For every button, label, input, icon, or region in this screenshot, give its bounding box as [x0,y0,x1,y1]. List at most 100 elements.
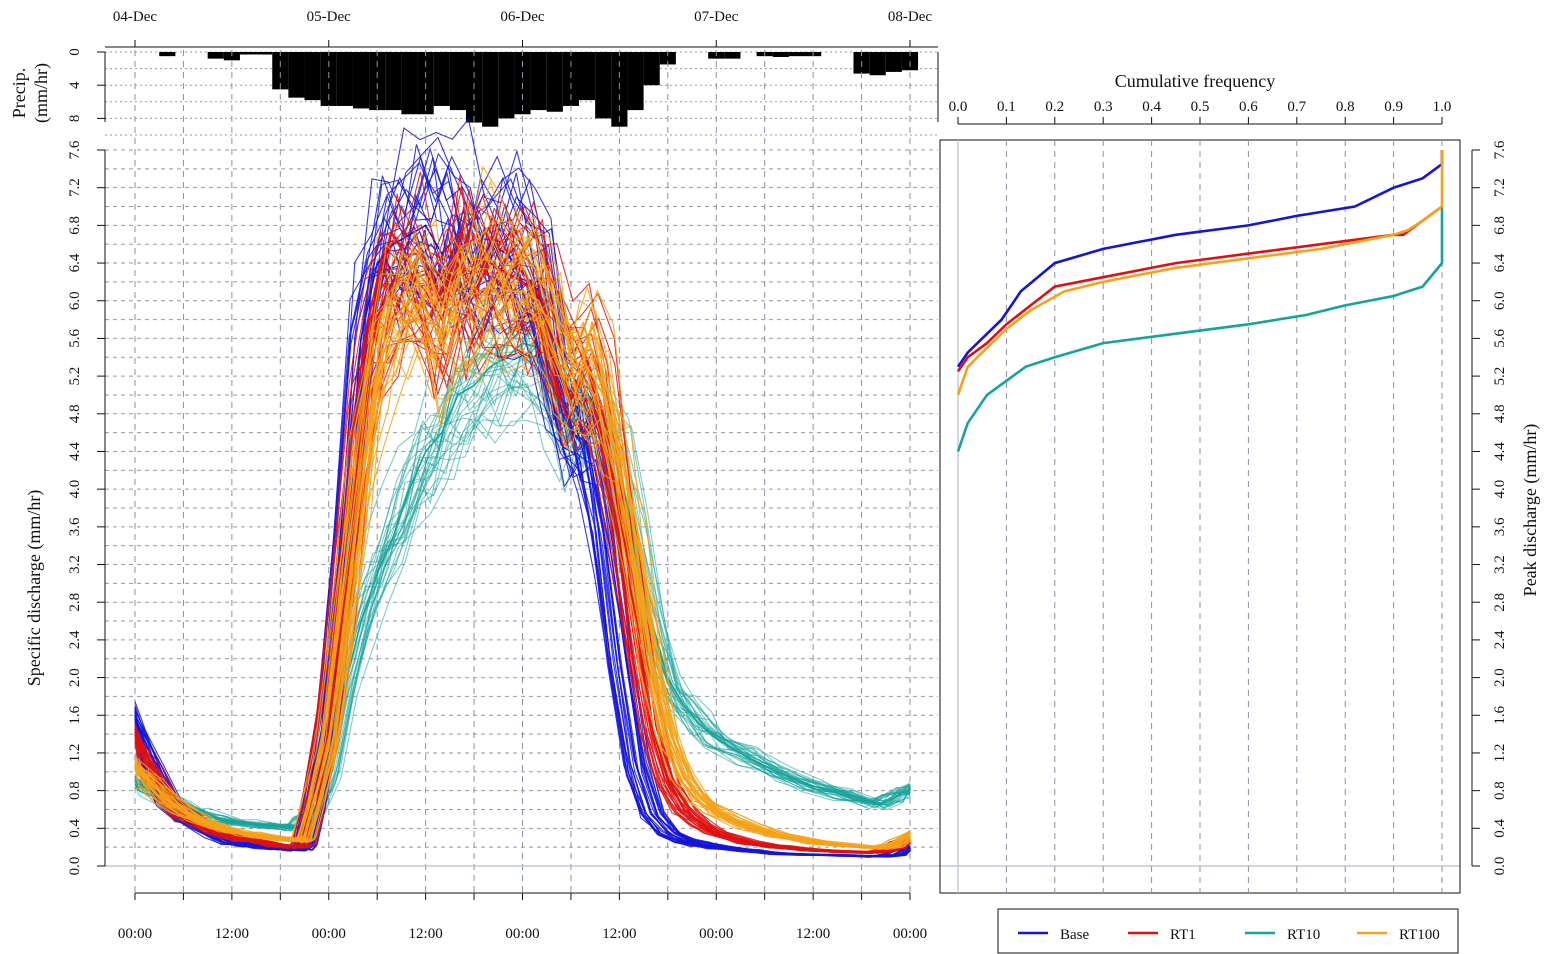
precip-bar [885,52,902,72]
y-axis-label: Specific discharge (mm/hr) [24,490,45,687]
freq-y-tick-label: 6.4 [1492,253,1508,272]
legend-label-rt10: RT10 [1287,927,1320,943]
date-label: 04-Dec [113,9,157,25]
ensemble-trace [134,331,911,830]
precip-bar [595,52,612,119]
freq-x-tick-label: 0.5 [1191,99,1210,115]
y-tick-label: 4.0 [67,480,83,499]
precip-bar [659,52,676,65]
freq-x-tick-label: 0.4 [1142,99,1161,115]
y-tick-label: 0.0 [67,857,83,876]
date-label: 08-Dec [888,9,932,25]
y-tick-label: 7.6 [67,140,83,159]
legend-label-rt100: RT100 [1399,927,1440,943]
precip-ylabel-line2: (mm/hr) [31,63,52,123]
x-tick-label: 12:00 [796,926,830,942]
precip-bar [579,52,596,101]
precip-bar [239,52,257,55]
precip-y-tick-label: 8 [67,115,83,123]
precip-y-tick-label: 0 [67,48,83,56]
freq-y-tick-label: 0.8 [1492,781,1508,800]
central-trace [134,280,911,849]
ensemble-trace [134,276,911,853]
precip-bar [207,52,224,59]
freq-x-tick-label: 0.9 [1384,99,1403,115]
legend-box [997,908,1459,954]
freq-y-tick-label: 1.2 [1492,744,1508,763]
precip-bar [320,52,337,106]
ensemble-trace [134,283,911,851]
freq-x-tick-label: 0.7 [1287,99,1306,115]
date-label: 07-Dec [694,9,738,25]
ensemble-trace [134,230,911,850]
y-tick-label: 0.4 [67,818,83,837]
y-tick-label: 3.6 [67,517,83,536]
precip-bar [530,52,547,111]
precip-bar [643,52,660,86]
freq-x-tick-label: 0.2 [1045,99,1064,115]
precip-bar [449,52,466,111]
freq-y-tick-label: 4.4 [1492,442,1508,461]
precip-bar [482,52,499,127]
date-label: 06-Dec [500,9,544,25]
precip-bar [336,52,353,106]
ensemble-trace [134,291,911,849]
precip-bar [385,52,402,111]
x-tick-label: 12:00 [409,926,443,942]
y-tick-label: 6.4 [67,253,83,272]
precip-bar [498,52,515,119]
x-tick-label: 12:00 [602,926,636,942]
ensemble-trace [134,219,911,850]
x-tick-label: 00:00 [118,926,152,942]
freq-x-tick-label: 1.0 [1433,99,1452,115]
y-tick-label: 2.4 [67,630,83,649]
freq-x-tick-label: 0.8 [1336,99,1355,115]
ensemble-trace [134,193,911,854]
precip-bar [869,52,886,76]
precip-bar [433,52,450,106]
ensemble-trace [134,323,911,828]
freq-y-axis-label: Peak discharge (mm/hr) [1520,424,1541,597]
y-tick-label: 4.4 [67,442,83,461]
precip-bar [788,52,806,57]
central-trace [134,342,911,830]
x-tick-label: 12:00 [215,926,249,942]
freq-curve-base [956,150,1444,368]
x-tick-label: 00:00 [699,926,733,942]
freq-x-tick-label: 0.1 [997,99,1016,115]
x-tick-label: 00:00 [893,926,927,942]
freq-curve-rt100 [956,150,1444,396]
freq-y-tick-label: 5.2 [1492,367,1508,386]
freq-x-tick-label: 0.0 [949,99,968,115]
y-tick-label: 3.2 [67,555,83,574]
precip-bar [288,52,305,98]
legend-label-base: Base [1060,927,1090,943]
series-rt100-traces [134,165,911,851]
freq-curve-rt10 [956,206,1444,452]
precip-bar [256,52,273,55]
freq-y-tick-label: 6.8 [1492,216,1508,235]
freq-y-tick-label: 0.4 [1492,818,1508,837]
precip-bar [401,52,418,115]
precip-bar [159,52,176,57]
legend-label-rt1: RT1 [1170,927,1196,943]
freq-y-tick-label: 3.2 [1492,555,1508,574]
freq-y-tick-label: 7.6 [1492,140,1508,159]
freq-curve-rt1 [956,205,1443,373]
freq-y-tick-label: 4.8 [1492,404,1508,423]
precip-bar [304,52,321,101]
freq-y-tick-label: 4.0 [1492,480,1508,499]
cumulative-frequency-panel: 0.0 0.1 0.2 0.3 0.4 0.5 0.6 0.7 0.8 0.9 1.0 Cumulat… [939,71,1541,894]
freq-y-tick-label: 2.0 [1492,668,1508,687]
y-tick-label: 7.2 [67,178,83,197]
precip-bar [562,52,580,106]
y-tick-label: 6.8 [67,216,83,235]
date-label: 05-Dec [307,9,351,25]
precip-bar [223,52,240,61]
y-tick-label: 4.8 [67,404,83,423]
precip-bar [772,52,789,57]
freq-y-tick-label: 7.2 [1492,178,1508,197]
freq-y-tick-label: 5.6 [1492,329,1508,348]
precipitation-panel: 04-Dec 05-Dec 06-Dec 07-Dec 08-Dec 0 4 8 Precip.… [9,9,939,136]
